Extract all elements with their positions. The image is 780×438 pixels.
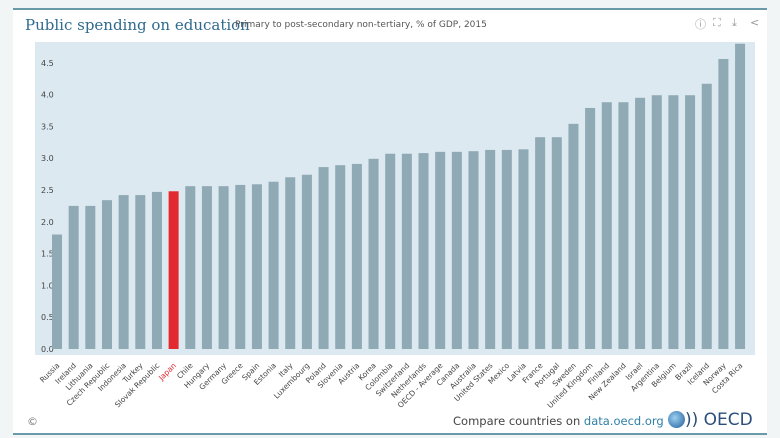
bar-germany xyxy=(218,186,229,349)
bar-slovenia xyxy=(335,165,346,349)
bar-finland xyxy=(601,102,612,350)
y-tick-label: 0.0 xyxy=(41,345,54,354)
bar-netherlands xyxy=(418,153,429,349)
bar-ireland xyxy=(68,205,79,349)
globe-icon xyxy=(668,411,685,428)
bar-indonesia xyxy=(118,195,129,349)
bar-australia xyxy=(468,151,479,349)
bar-mexico xyxy=(501,149,512,349)
bar-chile xyxy=(185,186,196,349)
info-icon[interactable]: ⓘ xyxy=(695,18,706,31)
bar-belgium xyxy=(668,95,679,350)
x-tick-label: Japan xyxy=(156,361,178,383)
bar-lithuania xyxy=(85,205,96,349)
bar-brazil xyxy=(685,95,696,350)
bar-italy xyxy=(285,177,296,349)
bar-iceland xyxy=(701,83,712,350)
bar-portugal xyxy=(551,137,562,349)
bar-luxembourg xyxy=(301,174,312,349)
bar-switzerland xyxy=(401,153,412,349)
share-icon[interactable]: < xyxy=(750,16,760,29)
bar-israel xyxy=(635,97,646,349)
y-tick-label: 4.5 xyxy=(41,59,54,68)
bar-france xyxy=(535,137,546,349)
chart-card: Public spending on education Primary to … xyxy=(13,8,767,435)
copyright: © xyxy=(27,415,38,428)
bar-canada xyxy=(451,151,462,349)
chart-title: Public spending on education xyxy=(25,16,250,34)
oecd-logo: )) OECD xyxy=(668,410,753,430)
download-icon[interactable]: ⤓ xyxy=(732,16,737,29)
y-tick-label: 3.0 xyxy=(41,154,54,163)
bar-turkey xyxy=(135,195,146,349)
compare-text: Compare countries on xyxy=(453,414,584,428)
bar-slovak-republic xyxy=(151,191,162,349)
oecd-link[interactable]: data.oecd.org xyxy=(583,414,664,428)
bar-sweden xyxy=(568,123,579,349)
bar-greece xyxy=(235,184,246,349)
chart-subtitle: Primary to post-secondary non-tertiary, … xyxy=(235,20,487,30)
bar-latvia xyxy=(518,149,529,349)
bar-austria xyxy=(351,163,362,349)
y-tick-label: 3.5 xyxy=(41,122,54,131)
bar-united-states xyxy=(485,149,496,349)
y-tick-label: 2.0 xyxy=(41,218,54,227)
y-tick-label: 1.0 xyxy=(41,281,54,290)
bar-poland xyxy=(318,167,329,349)
y-tick-label: 1.5 xyxy=(41,250,54,259)
bar-spain xyxy=(251,184,262,349)
bar-chart: 0.00.51.01.52.02.53.03.54.04.5RussiaIrel… xyxy=(35,42,755,410)
bar-hungary xyxy=(201,186,212,349)
bar-oecd-average xyxy=(435,151,446,349)
bar-costa-rica xyxy=(735,43,746,349)
bar-russia xyxy=(52,234,62,349)
y-tick-label: 2.5 xyxy=(41,186,54,195)
bar-new-zealand xyxy=(618,102,629,350)
footer-text: Compare countries on data.oecd.org xyxy=(453,414,664,428)
fullscreen-icon[interactable]: ⛶ xyxy=(713,16,721,29)
bar-norway xyxy=(718,58,729,349)
bar-czech-republic xyxy=(101,200,112,349)
bar-estonia xyxy=(268,181,279,349)
bar-colombia xyxy=(385,153,396,349)
y-tick-label: 4.0 xyxy=(41,91,54,100)
y-tick-label: 0.5 xyxy=(41,313,54,322)
bar-korea xyxy=(368,158,379,349)
bar-japan xyxy=(168,191,179,349)
bar-united-kingdom xyxy=(585,107,596,350)
bar-argentina xyxy=(651,95,662,350)
